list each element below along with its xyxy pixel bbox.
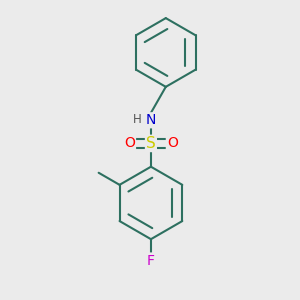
Text: O: O: [167, 136, 178, 151]
Text: H: H: [133, 113, 141, 126]
Text: F: F: [147, 254, 155, 268]
Text: S: S: [146, 136, 156, 151]
Text: O: O: [124, 136, 135, 151]
Text: N: N: [146, 113, 156, 127]
